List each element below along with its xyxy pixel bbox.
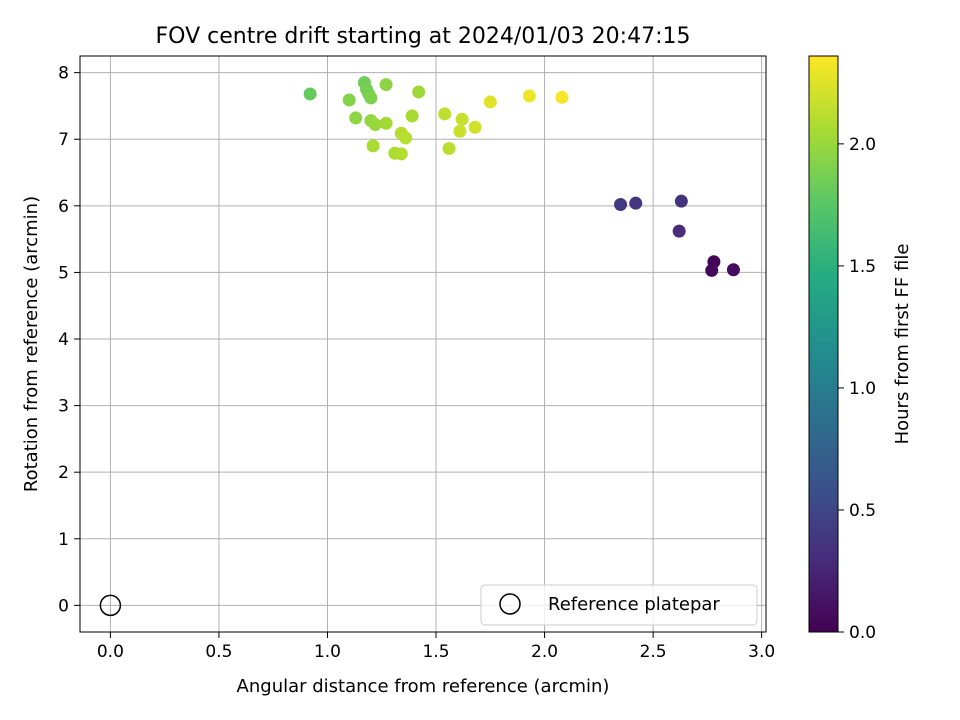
axis-ticks: 0.0 0.5 1.0 1.5 2.0 2.5 3.0 0 1 2 3 4 5 6 7 8 — [58, 64, 775, 662]
colorbar: 0.0 0.5 1.0 1.5 2.0 Hours from first FF file — [808, 55, 913, 643]
colorbar-ticks: 0.0 0.5 1.0 1.5 2.0 — [838, 135, 876, 643]
x-tick-label: 1.0 — [314, 642, 341, 662]
x-tick-label: 0.5 — [205, 642, 232, 662]
data-points — [99, 76, 740, 617]
drift-point — [368, 118, 382, 132]
drift-point — [438, 107, 452, 121]
y-tick-label: 6 — [58, 197, 69, 217]
drift-point — [453, 124, 467, 138]
colorbar-tick-label: 2.0 — [849, 135, 876, 155]
x-tick-label: 2.0 — [531, 642, 558, 662]
colorbar-tick-label: 0.0 — [849, 623, 876, 643]
x-axis-label: Angular distance from reference (arcmin) — [237, 676, 610, 697]
drift-point — [394, 147, 408, 161]
x-tick-label: 2.5 — [640, 642, 667, 662]
colorbar-tick-label: 1.0 — [849, 379, 876, 399]
colorbar-gradient — [808, 55, 839, 633]
legend: Reference platepar — [480, 584, 758, 626]
colorbar-tick-label: 0.5 — [849, 501, 876, 521]
drift-point — [705, 263, 719, 277]
y-axis-label: Rotation from reference (arcmin) — [21, 196, 42, 492]
drift-point — [349, 111, 363, 125]
drift-point — [342, 93, 356, 107]
colorbar-label: Hours from first FF file — [892, 244, 913, 445]
y-tick-label: 2 — [58, 463, 69, 483]
plot-frame — [79, 55, 767, 633]
drift-point — [379, 78, 393, 92]
drift-point — [522, 89, 536, 103]
y-tick-label: 8 — [58, 64, 69, 84]
drift-point — [614, 197, 628, 211]
drift-point — [364, 91, 378, 105]
legend-reference-marker — [499, 593, 521, 615]
chart-title: FOV centre drift starting at 2024/01/03 … — [156, 24, 691, 49]
drift-point — [303, 87, 317, 101]
reference-point — [99, 594, 122, 617]
drift-point — [726, 263, 740, 277]
drift-point — [412, 85, 426, 99]
drift-point — [442, 142, 456, 156]
y-tick-label: 1 — [58, 530, 69, 550]
drift-point — [672, 224, 686, 238]
drift-point — [555, 90, 569, 104]
drift-point — [366, 139, 380, 153]
x-tick-label: 3.0 — [748, 642, 775, 662]
drift-point — [674, 194, 688, 208]
x-tick-label: 0.0 — [97, 642, 124, 662]
grid — [80, 56, 766, 632]
drift-point — [468, 120, 482, 134]
legend-box — [480, 584, 758, 626]
y-tick-label: 7 — [58, 130, 69, 150]
x-tick-label: 1.5 — [423, 642, 450, 662]
drift-point — [455, 112, 469, 126]
y-tick-label: 4 — [58, 330, 69, 350]
drift-point — [379, 116, 393, 130]
y-tick-label: 0 — [58, 596, 69, 616]
drift-point — [629, 196, 643, 210]
y-tick-label: 5 — [58, 263, 69, 283]
colorbar-tick-label: 1.5 — [849, 257, 876, 277]
drift-point — [405, 109, 419, 123]
drift-point — [399, 131, 413, 145]
drift-point — [483, 95, 497, 109]
y-tick-label: 3 — [58, 397, 69, 417]
legend-label-reference-platepar: Reference platepar — [548, 594, 720, 615]
